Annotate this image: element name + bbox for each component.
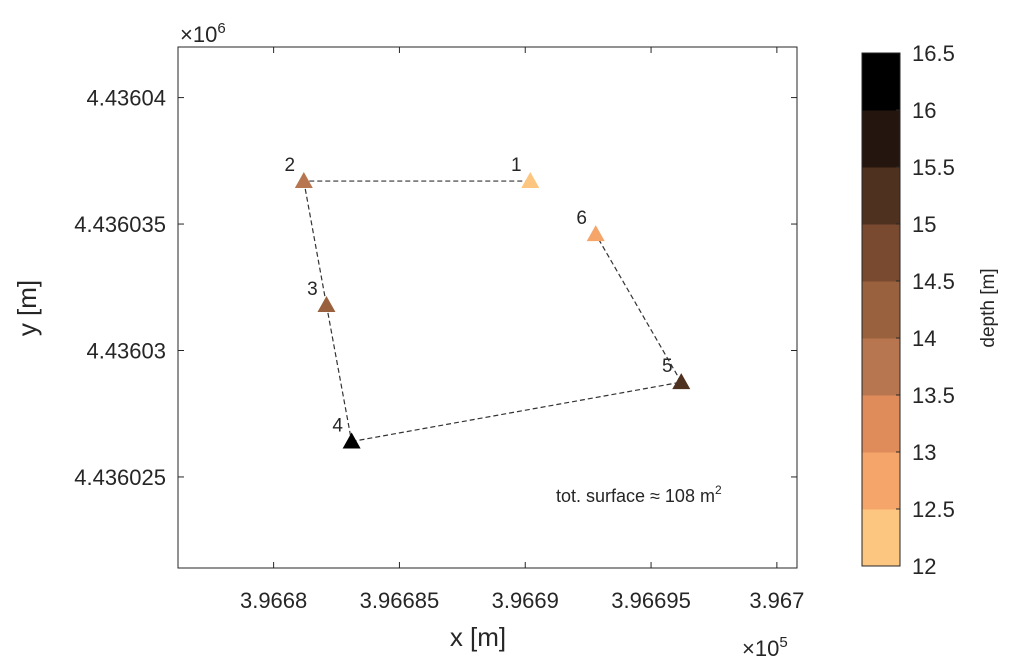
colorbar-tick-label: 15.5 — [912, 155, 955, 180]
colorbar-band — [862, 110, 900, 168]
colorbar-band — [862, 281, 900, 339]
colorbar-tick-label: 14 — [912, 326, 936, 351]
connector-line — [595, 233, 682, 383]
x-tick-label: 3.9668 — [240, 588, 307, 613]
y-tick-label: 4.43603 — [86, 338, 166, 363]
point-marker-4 — [342, 432, 361, 449]
colorbar-frame — [861, 52, 901, 567]
point-label: 4 — [332, 416, 343, 437]
colorbar-band — [862, 509, 900, 567]
colorbar-label: depth [m] — [978, 268, 999, 347]
colorbar-tick-label: 12 — [912, 554, 936, 579]
colorbar-tick-label: 12.5 — [912, 497, 955, 522]
point-label: 5 — [662, 356, 673, 377]
connector-line — [303, 180, 328, 306]
point-marker-3 — [317, 295, 336, 312]
x-tick-label: 3.9669 — [492, 588, 559, 613]
colorbar-tick-label: 14.5 — [912, 269, 955, 294]
y-axis-label: y [m] — [12, 280, 42, 336]
point-marker-1 — [521, 172, 540, 189]
y-tick-label: 4.436035 — [74, 212, 166, 237]
surface-annotation: tot. surface ≈ 108 m2 — [556, 483, 722, 506]
x-tick-label: 3.96685 — [360, 588, 440, 613]
colorbar-tick-label: 15 — [912, 212, 936, 237]
colorbar-tick-label: 16 — [912, 98, 936, 123]
point-marker-2 — [294, 172, 313, 189]
colorbar-band — [862, 395, 900, 453]
connector-line — [325, 304, 353, 442]
point-label: 1 — [511, 155, 522, 176]
point-label: 2 — [285, 155, 296, 176]
colorbar-band — [862, 338, 900, 396]
point-marker-5 — [672, 373, 691, 390]
colorbar-tick-label: 13 — [912, 440, 936, 465]
colorbar: 12 12.5 13 13.5 14 14.5 15 15.5 16 16.5 — [861, 41, 955, 579]
colorbar-tick-label: 13.5 — [912, 383, 955, 408]
point-label: 6 — [576, 208, 587, 229]
x-tick-label: 3.96695 — [611, 588, 691, 613]
x-tick-label: 3.967 — [749, 588, 804, 613]
colorbar-band — [862, 224, 900, 282]
plot-area — [177, 46, 798, 569]
colorbar-band — [862, 53, 900, 111]
colorbar-band — [862, 167, 900, 225]
point-label: 3 — [307, 279, 318, 300]
colorbar-band — [862, 452, 900, 510]
colorbar-tick-label: 16.5 — [912, 41, 955, 66]
y-tick-label: 4.436025 — [74, 465, 166, 490]
y-tick-label: 4.43604 — [86, 86, 166, 111]
x-exponent-label: ×105 — [742, 634, 788, 661]
point-marker-6 — [586, 225, 605, 242]
x-axis-label: x [m] — [450, 622, 506, 652]
y-exponent-label: ×106 — [180, 20, 226, 47]
